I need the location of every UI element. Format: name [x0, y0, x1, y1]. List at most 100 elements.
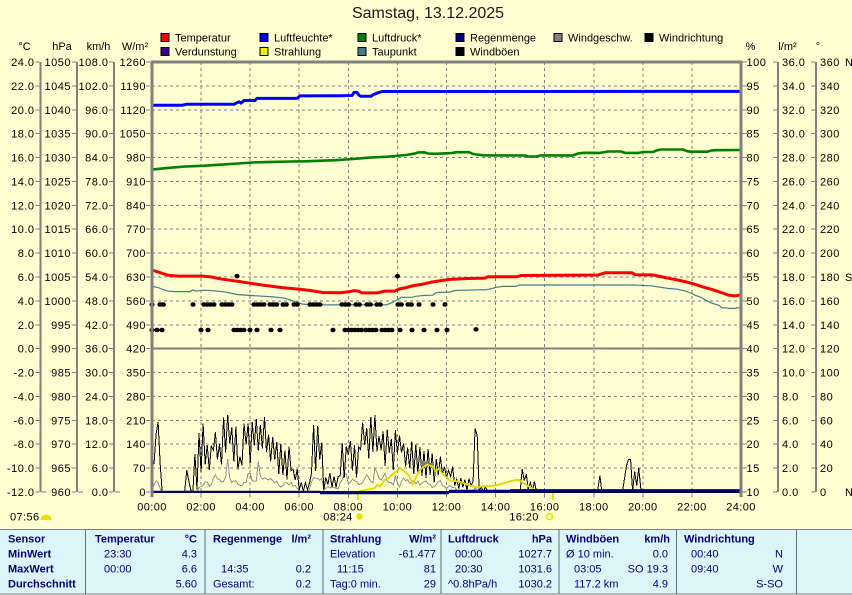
- svg-text:1027.7: 1027.7: [518, 549, 552, 561]
- svg-text:26.0: 26.0: [782, 176, 805, 188]
- svg-text:36.0: 36.0: [782, 57, 805, 69]
- svg-text:65: 65: [747, 224, 760, 236]
- svg-text:102.0: 102.0: [78, 81, 108, 93]
- svg-text:°C: °C: [185, 534, 197, 546]
- svg-text:60: 60: [820, 415, 833, 427]
- svg-text:08:24: 08:24: [323, 512, 353, 524]
- svg-text:-2.0: -2.0: [14, 368, 35, 380]
- svg-text:910: 910: [126, 176, 146, 188]
- svg-text:07:56: 07:56: [10, 512, 40, 524]
- svg-text:W: W: [773, 564, 784, 576]
- svg-text:24:00: 24:00: [726, 502, 756, 514]
- svg-text:N: N: [775, 549, 783, 561]
- svg-text:80: 80: [747, 153, 760, 165]
- svg-text:980: 980: [126, 153, 146, 165]
- svg-text:55: 55: [747, 272, 760, 284]
- svg-text:117.2 km: 117.2 km: [574, 579, 618, 591]
- svg-text:S-SO: S-SO: [756, 579, 783, 591]
- svg-text:Elevation: Elevation: [330, 549, 375, 561]
- svg-text:00:40: 00:40: [691, 549, 719, 561]
- svg-text:Sensor: Sensor: [8, 534, 46, 546]
- svg-text:54.0: 54.0: [85, 272, 108, 284]
- svg-text:20: 20: [820, 463, 833, 475]
- svg-text:280: 280: [126, 391, 146, 403]
- svg-text:Verdunstung: Verdunstung: [175, 47, 237, 59]
- svg-text:12:00: 12:00: [432, 502, 462, 514]
- svg-text:40: 40: [747, 344, 760, 356]
- svg-text:MaxWert: MaxWert: [8, 564, 54, 576]
- svg-text:42.0: 42.0: [85, 320, 108, 332]
- svg-text:10.0: 10.0: [11, 224, 34, 236]
- svg-text:hPa: hPa: [52, 41, 72, 53]
- svg-text:85: 85: [747, 129, 760, 141]
- svg-text:18.0: 18.0: [782, 272, 805, 284]
- svg-text:120: 120: [820, 344, 840, 356]
- svg-text:km/h: km/h: [87, 41, 111, 53]
- svg-text:4.0: 4.0: [782, 439, 799, 451]
- svg-text:23:30: 23:30: [104, 549, 132, 561]
- svg-text:6.0: 6.0: [92, 463, 109, 475]
- svg-text:16:00: 16:00: [530, 502, 560, 514]
- svg-text:1025: 1025: [45, 176, 71, 188]
- svg-text:Samstag, 13.12.2025: Samstag, 13.12.2025: [352, 5, 504, 22]
- svg-text:180: 180: [820, 272, 840, 284]
- svg-text:78.0: 78.0: [85, 176, 108, 188]
- svg-text:980: 980: [51, 391, 71, 403]
- svg-text:975: 975: [51, 415, 71, 427]
- svg-text:16:20: 16:20: [509, 512, 539, 524]
- svg-text:Strahlung: Strahlung: [274, 47, 321, 59]
- svg-text:-6.0: -6.0: [14, 415, 35, 427]
- svg-text:60.0: 60.0: [85, 248, 108, 260]
- svg-text:-4.0: -4.0: [14, 391, 35, 403]
- svg-text:12.0: 12.0: [11, 200, 34, 212]
- svg-text:04:00: 04:00: [235, 502, 265, 514]
- svg-text:100: 100: [747, 57, 767, 69]
- svg-text:25: 25: [747, 415, 760, 427]
- svg-text:220: 220: [820, 224, 840, 236]
- svg-text:24.0: 24.0: [11, 57, 34, 69]
- svg-text:16.0: 16.0: [782, 296, 805, 308]
- svg-text:5.60: 5.60: [176, 579, 197, 591]
- svg-text:11:15: 11:15: [337, 564, 364, 576]
- svg-text:08:00: 08:00: [334, 502, 364, 514]
- svg-text:20:00: 20:00: [628, 502, 658, 514]
- svg-text:-10.0: -10.0: [7, 463, 35, 475]
- svg-text:14:00: 14:00: [481, 502, 511, 514]
- svg-text:81: 81: [424, 564, 436, 576]
- svg-text:-12.0: -12.0: [7, 487, 35, 499]
- svg-text:6.0: 6.0: [18, 272, 35, 284]
- svg-text:12.0: 12.0: [782, 344, 805, 356]
- svg-text:0: 0: [139, 487, 146, 499]
- svg-text:^0.8hPa/h: ^0.8hPa/h: [448, 579, 497, 591]
- svg-text:8.0: 8.0: [782, 391, 799, 403]
- svg-text:40: 40: [820, 439, 833, 451]
- svg-text:l/m²: l/m²: [291, 534, 311, 546]
- svg-text:06:00: 06:00: [284, 502, 314, 514]
- svg-text:1020: 1020: [45, 200, 71, 212]
- svg-text:420: 420: [126, 344, 146, 356]
- svg-text:280: 280: [820, 153, 840, 165]
- svg-text:50: 50: [747, 296, 760, 308]
- svg-text:350: 350: [126, 368, 146, 380]
- svg-text:20: 20: [747, 439, 760, 451]
- svg-text:W/m²: W/m²: [409, 534, 436, 546]
- svg-text:10.0: 10.0: [782, 368, 805, 380]
- svg-text:16.0: 16.0: [11, 153, 34, 165]
- svg-text:36.0: 36.0: [85, 344, 108, 356]
- svg-text:Temperatur: Temperatur: [175, 33, 231, 45]
- svg-text:Windböen: Windböen: [566, 534, 619, 546]
- svg-text:60: 60: [747, 248, 760, 260]
- svg-text:72.0: 72.0: [85, 200, 108, 212]
- svg-text:8.0: 8.0: [18, 248, 35, 260]
- svg-text:l/m²: l/m²: [778, 41, 797, 53]
- svg-text:970: 970: [51, 439, 71, 451]
- svg-text:1050: 1050: [45, 57, 71, 69]
- svg-text:N: N: [845, 487, 852, 499]
- svg-text:22.0: 22.0: [11, 81, 34, 93]
- svg-text:Regenmenge: Regenmenge: [213, 534, 282, 546]
- svg-text:960: 960: [51, 487, 71, 499]
- svg-text:Strahlung: Strahlung: [330, 534, 381, 546]
- svg-text:28.0: 28.0: [782, 153, 805, 165]
- svg-text:1015: 1015: [45, 224, 71, 236]
- svg-text:-8.0: -8.0: [14, 439, 35, 451]
